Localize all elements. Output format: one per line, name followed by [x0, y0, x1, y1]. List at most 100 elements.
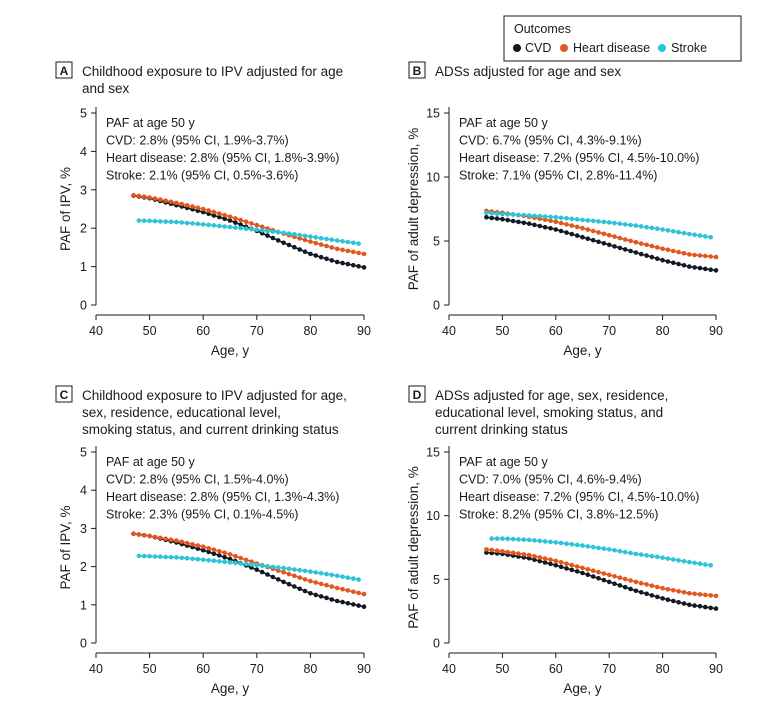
data-point-cvd — [548, 561, 553, 567]
data-point-cvd — [356, 603, 361, 608]
data-point-stroke — [200, 222, 206, 227]
data-point-heart — [644, 582, 649, 587]
data-point-cvd — [297, 247, 303, 252]
data-point-stroke — [590, 218, 596, 224]
data-point-stroke — [265, 228, 270, 234]
data-point-heart — [184, 203, 190, 208]
data-point-stroke — [222, 224, 227, 229]
data-point-stroke — [249, 562, 254, 567]
data-point-stroke — [494, 211, 500, 216]
data-point-cvd — [259, 569, 265, 575]
annotation-line: CVD: 6.7% (95% CI, 4.3%-9.1%) — [459, 134, 642, 148]
y-tick-label: 10 — [426, 171, 440, 185]
data-point-stroke — [318, 570, 324, 576]
data-point-stroke — [275, 565, 281, 570]
data-point-cvd — [324, 256, 329, 262]
data-point-cvd — [200, 547, 206, 553]
data-point-heart — [147, 533, 152, 539]
data-point-stroke — [313, 235, 319, 240]
data-point-cvd — [553, 563, 559, 568]
data-point-stroke — [163, 554, 168, 560]
data-point-stroke — [243, 561, 249, 567]
y-tick-label: 1 — [80, 598, 87, 612]
data-point-stroke — [168, 554, 174, 560]
data-point-stroke — [211, 558, 217, 564]
annotation-line: Heart disease: 7.2% (95% CI, 4.5%-10.0%) — [459, 490, 699, 504]
x-axis-label: Age, y — [211, 681, 250, 696]
panel-letter-box — [408, 61, 426, 79]
data-point-cvd — [302, 588, 308, 594]
data-point-heart — [141, 194, 147, 199]
data-point-cvd — [596, 239, 601, 245]
data-point-stroke — [249, 226, 254, 232]
x-tick-label: 70 — [602, 324, 616, 338]
legend-stroke-label: Stroke — [671, 41, 707, 55]
data-point-heart — [233, 216, 238, 221]
data-point-heart — [655, 584, 660, 590]
data-point-stroke — [558, 215, 564, 221]
data-point-heart — [217, 211, 222, 216]
data-point-cvd — [484, 550, 489, 555]
x-tick-label: 80 — [656, 324, 670, 338]
data-point-heart — [174, 538, 179, 543]
panel-letter: B — [413, 64, 422, 78]
data-point-heart — [163, 198, 168, 203]
data-point-heart — [526, 552, 532, 558]
data-point-heart — [484, 547, 489, 552]
data-point-cvd — [558, 228, 564, 234]
data-point-heart — [163, 536, 168, 542]
data-point-stroke — [521, 537, 527, 542]
series-line-cvd — [486, 551, 717, 610]
data-point-stroke — [179, 555, 185, 561]
data-point-cvd — [676, 600, 681, 605]
data-point-cvd — [329, 258, 335, 263]
x-tick-label: 90 — [709, 662, 723, 676]
data-point-heart — [356, 250, 361, 256]
data-point-heart — [580, 565, 585, 571]
panel-title-line: smoking status, and current drinking sta… — [82, 422, 339, 437]
legend-heart-label: Heart disease — [573, 41, 650, 55]
data-point-cvd — [542, 560, 548, 565]
x-tick-label: 40 — [442, 662, 456, 676]
data-point-stroke — [655, 226, 660, 231]
annotation-line: CVD: 2.8% (95% CI, 1.5%-4.0%) — [106, 473, 289, 487]
data-point-cvd — [671, 598, 676, 604]
data-point-cvd — [233, 220, 238, 225]
x-axis-label: Age, y — [563, 681, 602, 696]
data-point-cvd — [484, 215, 489, 220]
panel-title-line: and sex — [82, 81, 130, 96]
data-point-stroke — [324, 236, 329, 242]
data-point-stroke — [708, 563, 713, 568]
data-point-cvd — [217, 553, 222, 558]
data-point-heart — [505, 549, 511, 555]
panel-letter: D — [413, 388, 422, 402]
data-point-stroke — [259, 228, 265, 233]
data-point-stroke — [206, 222, 211, 228]
x-tick-label: 80 — [303, 662, 317, 676]
data-point-stroke — [697, 561, 703, 566]
data-point-heart — [676, 589, 681, 594]
data-point-stroke — [190, 221, 195, 226]
panel-letter: A — [60, 64, 69, 78]
x-tick-label: 60 — [196, 324, 210, 338]
data-point-heart — [671, 248, 676, 254]
data-point-heart — [217, 549, 222, 554]
data-point-cvd — [622, 247, 628, 252]
annotation-line: Heart disease: 2.8% (95% CI, 1.3%-4.3%) — [106, 490, 339, 504]
data-point-cvd — [671, 260, 676, 266]
data-point-stroke — [553, 540, 559, 545]
data-point-stroke — [649, 225, 655, 231]
data-point-cvd — [633, 250, 639, 255]
data-point-stroke — [356, 577, 361, 582]
data-point-cvd — [351, 602, 356, 607]
y-tick-label: 0 — [433, 637, 440, 651]
panel-a: A Childhood exposure to IPV adjusted for … — [55, 61, 371, 358]
data-point-heart — [259, 224, 265, 230]
data-point-heart — [548, 557, 553, 562]
data-point-cvd — [222, 554, 227, 560]
y-tick-label: 0 — [80, 637, 87, 651]
data-point-heart — [676, 249, 681, 255]
data-point-heart — [361, 591, 367, 597]
x-tick-label: 90 — [709, 324, 723, 338]
data-point-stroke — [136, 218, 142, 223]
